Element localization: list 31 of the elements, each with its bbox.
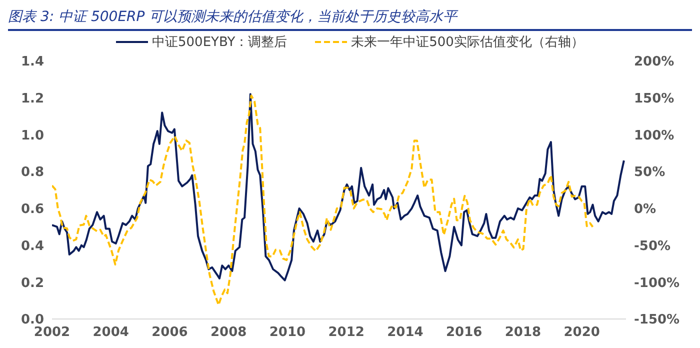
x-tick-label: 2006 (152, 325, 188, 340)
line-series (52, 94, 594, 306)
y2-tick-label: 0% (634, 202, 656, 218)
y2-tick-label: 100% (634, 128, 674, 144)
y-tick-label: 1.0 (20, 128, 44, 144)
y2-tick-label: -150% (634, 312, 680, 328)
x-tick-label: 2004 (92, 325, 129, 340)
x-tick-label: 2020 (564, 325, 600, 340)
y2-tick-label: 200% (634, 54, 674, 70)
line-series (52, 93, 625, 282)
y-tick-label: 0.8 (20, 165, 44, 180)
y2-tick-label: 50% (634, 165, 666, 180)
y2-tick-label: 150% (634, 91, 674, 106)
legend-label: 未来一年中证500实际估值变化（右轴） (351, 34, 584, 51)
y-tick-label: 0.4 (20, 238, 44, 254)
y-tick-label: 0.0 (20, 312, 44, 328)
chart-title: 图表 3: 中证 500ERP 可以预测未来的估值变化，当前处于历史较高水平 (8, 8, 692, 31)
x-tick-label: 2002 (34, 325, 70, 340)
x-tick-label: 2008 (210, 325, 247, 340)
y-tick-label: 0.6 (20, 202, 44, 218)
y-tick-label: 0.2 (20, 276, 44, 291)
legend-label: 中证500EYBY：调整后 (152, 34, 288, 51)
x-tick-label: 2010 (269, 325, 306, 340)
x-tick-label: 2018 (504, 325, 542, 340)
y-tick-label: 1.4 (20, 54, 44, 70)
y2-tick-label: -50% (634, 238, 671, 254)
x-tick-label: 2012 (328, 325, 364, 340)
y2-tick-label: -100% (634, 276, 680, 291)
y-tick-label: 1.2 (20, 91, 44, 106)
x-tick-label: 2014 (387, 325, 424, 340)
x-tick-label: 2016 (446, 325, 482, 340)
